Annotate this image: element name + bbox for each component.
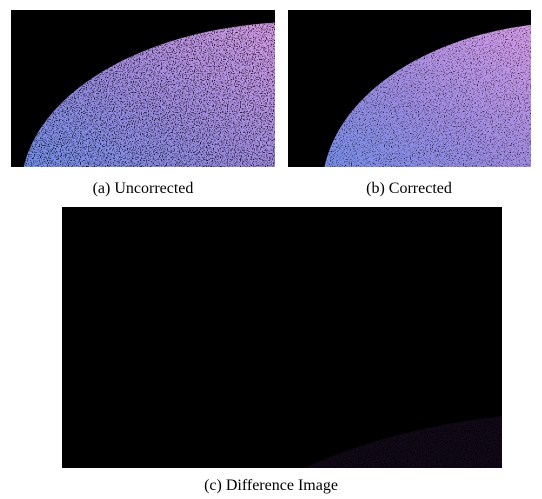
image-uncorrected xyxy=(11,10,275,167)
caption: (a) Uncorrected xyxy=(93,180,194,197)
figure: (a) Uncorrected (b) Corrected (c) Differ… xyxy=(0,0,542,499)
image-corrected xyxy=(288,10,531,167)
image-difference xyxy=(62,207,502,468)
caption: (b) Corrected xyxy=(366,180,452,197)
caption: (c) Difference Image xyxy=(204,477,338,494)
